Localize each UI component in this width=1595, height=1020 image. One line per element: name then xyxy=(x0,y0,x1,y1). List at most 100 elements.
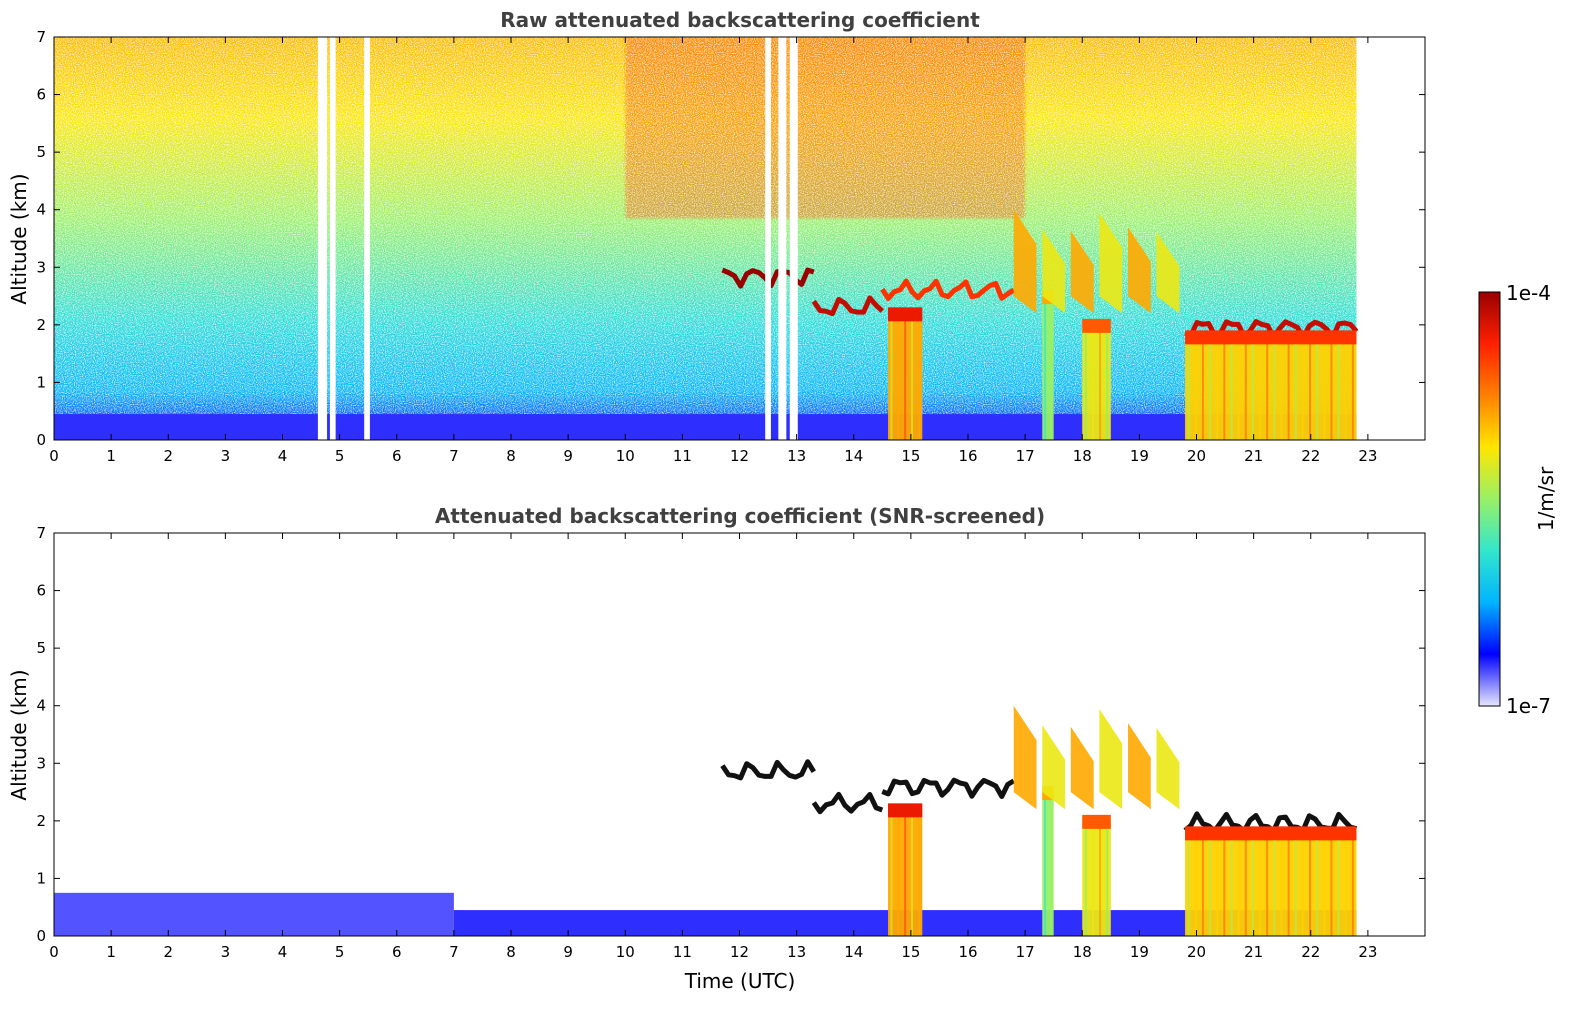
x-tick-label: 9 xyxy=(563,447,573,465)
y-tick-label: 5 xyxy=(36,143,46,161)
panel-raw-ylabel: Altitude (km) xyxy=(7,173,31,304)
x-tick-label: 15 xyxy=(901,943,920,961)
y-tick-label: 0 xyxy=(36,431,46,449)
y-tick-label: 0 xyxy=(36,927,46,945)
x-tick-label: 3 xyxy=(221,943,231,961)
virga-streak xyxy=(1128,227,1151,314)
panel-screened: Attenuated backscattering coefficient (S… xyxy=(7,504,1426,993)
virga-streak xyxy=(1156,727,1180,810)
boundary-layer xyxy=(54,892,454,936)
x-tick-label: 3 xyxy=(221,447,231,465)
x-tick-label: 16 xyxy=(958,943,977,961)
y-tick-label: 4 xyxy=(36,697,46,715)
x-tick-label: 8 xyxy=(506,447,516,465)
cloud-layer xyxy=(720,759,816,781)
virga-streak xyxy=(1070,726,1094,810)
y-tick-label: 5 xyxy=(36,639,46,657)
panel-raw-title: Raw attenuated backscattering coefficien… xyxy=(500,8,980,32)
colorbar-unit-label: 1/m/sr xyxy=(1534,466,1558,531)
x-tick-label: 12 xyxy=(730,943,749,961)
y-tick-label: 6 xyxy=(36,86,46,104)
data-gap xyxy=(364,37,370,440)
x-tick-label: 13 xyxy=(787,943,806,961)
virga-streak xyxy=(1070,230,1094,314)
panel-raw-axes: 0 1 2 3 4 5 6 7 8 9 10 11 12 13 14 15 16 17 18 19 20 21 22 2301… xyxy=(36,28,1425,465)
boundary-layer xyxy=(54,414,1357,440)
x-tick-label: 9 xyxy=(563,943,573,961)
x-tick-label: 7 xyxy=(449,447,459,465)
x-tick-label: 8 xyxy=(506,943,516,961)
x-tick-label: 20 xyxy=(1187,447,1206,465)
y-tick-label: 7 xyxy=(36,28,46,46)
cloud-layer xyxy=(880,278,1016,301)
virga-streak xyxy=(1042,229,1066,314)
x-tick-label: 12 xyxy=(730,447,749,465)
colorbar-max-label: 1e-4 xyxy=(1506,281,1551,305)
x-tick-label: 18 xyxy=(1073,447,1092,465)
y-tick-label: 1 xyxy=(36,373,46,391)
x-tick-label: 2 xyxy=(163,447,173,465)
precipitation xyxy=(1082,820,1111,936)
x-tick-label: 2 xyxy=(163,943,173,961)
x-tick-label: 16 xyxy=(958,447,977,465)
colorbar: 1e-4 1e-7 1/m/sr xyxy=(1478,281,1558,718)
x-tick-label: 17 xyxy=(1016,943,1035,961)
precipitation xyxy=(1042,296,1054,440)
y-tick-label: 3 xyxy=(36,258,46,276)
x-tick-label: 5 xyxy=(335,943,345,961)
data-gap xyxy=(778,37,787,440)
x-tick-label: 18 xyxy=(1073,943,1092,961)
cloud-layer xyxy=(811,791,884,815)
data-gap xyxy=(765,37,771,440)
y-tick-label: 2 xyxy=(36,316,46,334)
x-tick-label: 23 xyxy=(1358,943,1377,961)
x-tick-label: 4 xyxy=(278,943,288,961)
x-tick-label: 22 xyxy=(1301,943,1320,961)
x-tick-label: 23 xyxy=(1358,447,1377,465)
x-tick-label: 0 xyxy=(49,447,59,465)
x-tick-label: 10 xyxy=(616,943,635,961)
x-tick-label: 21 xyxy=(1244,943,1263,961)
panel-screened-xlabel: Time (UTC) xyxy=(684,969,796,993)
data-gap xyxy=(329,37,336,440)
x-tick-label: 22 xyxy=(1301,447,1320,465)
y-tick-label: 1 xyxy=(36,869,46,887)
x-tick-label: 7 xyxy=(449,943,459,961)
panel-screened-data xyxy=(54,705,1358,936)
panel-raw: Raw attenuated backscattering coefficien… xyxy=(7,8,1426,465)
x-tick-label: 21 xyxy=(1244,447,1263,465)
precipitation xyxy=(1042,792,1054,936)
x-tick-label: 1 xyxy=(106,943,116,961)
virga-streak xyxy=(1013,705,1037,810)
x-tick-label: 10 xyxy=(616,447,635,465)
cloud-layer xyxy=(881,777,1015,799)
x-tick-label: 0 xyxy=(49,943,59,961)
precipitation-top xyxy=(888,803,923,818)
x-tick-label: 20 xyxy=(1187,943,1206,961)
precipitation-top xyxy=(1082,318,1111,333)
colorbar-gradient xyxy=(1479,292,1500,706)
data-gap xyxy=(317,37,328,440)
colorbar-frame xyxy=(1478,291,1501,707)
raw-noise-speckle xyxy=(54,37,1357,440)
x-tick-label: 11 xyxy=(673,447,692,465)
x-tick-label: 14 xyxy=(844,447,863,465)
colorbar-min-label: 1e-7 xyxy=(1506,694,1551,718)
x-tick-label: 1 xyxy=(106,447,116,465)
x-tick-label: 5 xyxy=(335,447,345,465)
x-tick-label: 4 xyxy=(278,447,288,465)
x-tick-label: 17 xyxy=(1016,447,1035,465)
x-tick-label: 19 xyxy=(1130,447,1149,465)
x-tick-label: 13 xyxy=(787,447,806,465)
y-tick-label: 7 xyxy=(36,524,46,542)
precipitation xyxy=(1185,336,1357,440)
panel-screened-title: Attenuated backscattering coefficient (S… xyxy=(435,504,1045,528)
y-tick-label: 6 xyxy=(36,582,46,600)
x-tick-label: 15 xyxy=(901,447,920,465)
panel-raw-data xyxy=(54,37,1359,440)
virga-streak xyxy=(1099,213,1123,314)
precipitation-top xyxy=(1082,814,1111,829)
x-tick-label: 19 xyxy=(1130,943,1149,961)
virga-streak xyxy=(1013,209,1037,314)
